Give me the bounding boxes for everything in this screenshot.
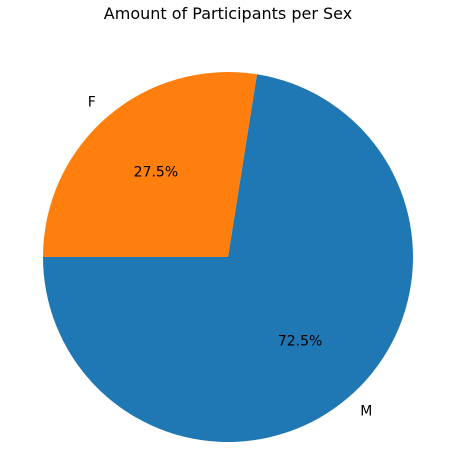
pie-category-label-f: F <box>88 94 96 110</box>
chart-title: Amount of Participants per Sex <box>104 4 352 23</box>
pie-labels: 72.5% M 27.5% F <box>88 94 373 419</box>
pie-percent-label-f: 27.5% <box>134 165 178 181</box>
pie-slice-m <box>43 74 413 443</box>
pie-category-label-m: M <box>360 404 372 420</box>
pie-slices <box>43 72 413 443</box>
pie-slice-f <box>43 72 257 257</box>
pie-percent-label-m: 72.5% <box>278 333 322 349</box>
